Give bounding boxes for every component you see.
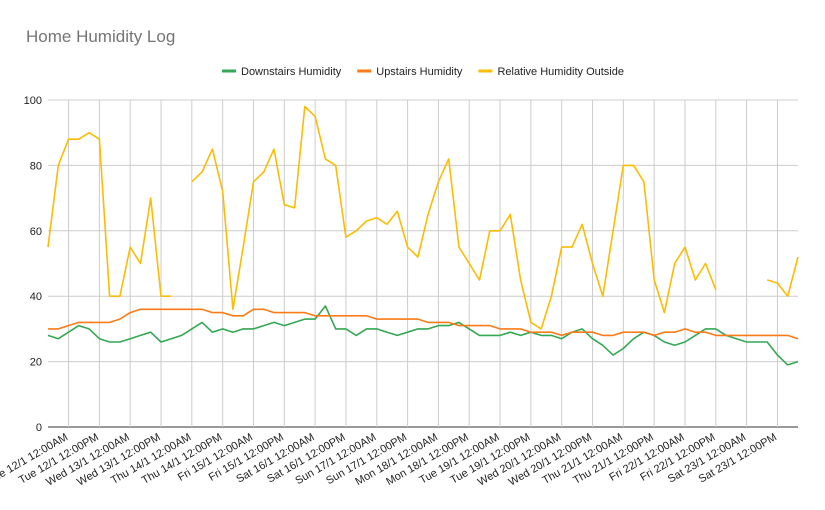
y-tick-label: 60 bbox=[30, 226, 42, 238]
series-line bbox=[47, 105, 799, 330]
chart-title: Home Humidity Log bbox=[26, 27, 175, 46]
y-tick-label: 100 bbox=[24, 95, 42, 107]
legend-label: Upstairs Humidity bbox=[376, 66, 463, 78]
series-line bbox=[47, 305, 799, 366]
series-line bbox=[48, 308, 799, 340]
legend: Downstairs Humidity Upstairs Humidity Rela… bbox=[222, 66, 624, 78]
y-tick-label: 40 bbox=[30, 291, 42, 303]
legend-label: Relative Humidity Outside bbox=[497, 66, 624, 78]
legend-label: Downstairs Humidity bbox=[241, 66, 342, 78]
y-tick-label: 0 bbox=[36, 422, 42, 434]
y-tick-label: 20 bbox=[30, 357, 42, 369]
y-tick-label: 80 bbox=[30, 160, 42, 172]
